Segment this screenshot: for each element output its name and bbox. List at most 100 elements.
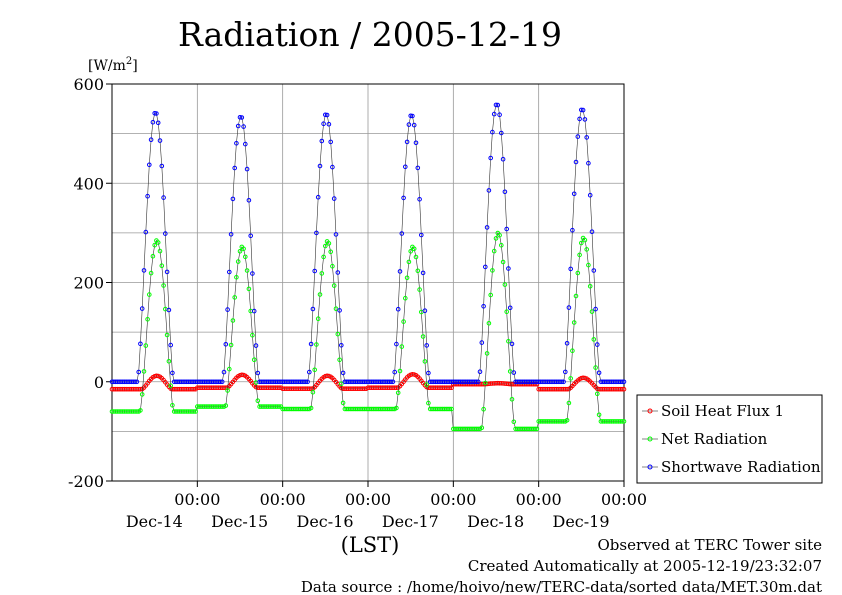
data-point xyxy=(339,343,344,348)
data-point xyxy=(390,379,396,385)
data-point xyxy=(303,379,309,385)
data-point xyxy=(577,116,582,122)
data-point xyxy=(148,270,154,276)
data-point xyxy=(331,196,337,201)
data-point xyxy=(571,191,577,197)
data-point xyxy=(621,379,627,385)
x-tick-time: 00:00 xyxy=(430,490,476,509)
data-point xyxy=(406,259,412,265)
data-point xyxy=(255,398,261,404)
data-point xyxy=(591,268,597,273)
data-point xyxy=(580,107,586,113)
data-point xyxy=(589,229,595,234)
data-point xyxy=(227,269,232,275)
x-tick-date: Dec-15 xyxy=(211,512,268,531)
data-point xyxy=(397,368,403,374)
data-point xyxy=(138,386,143,392)
data-point xyxy=(596,412,602,418)
legend-marker xyxy=(647,464,653,470)
data-point xyxy=(141,369,147,374)
data-point xyxy=(621,419,627,424)
data-point xyxy=(244,268,250,273)
data-point xyxy=(340,400,346,406)
data-point xyxy=(141,268,147,273)
data-point xyxy=(582,237,588,243)
data-point xyxy=(493,102,499,108)
data-point xyxy=(230,318,236,323)
data-point xyxy=(331,283,337,288)
data-point xyxy=(166,307,172,313)
data-point xyxy=(315,316,321,322)
data-point xyxy=(305,379,310,385)
data-point xyxy=(564,341,570,346)
data-point xyxy=(401,195,406,201)
x-tick-time: 00:00 xyxy=(345,490,391,509)
data-point xyxy=(564,418,570,423)
data-point xyxy=(619,379,625,385)
data-point xyxy=(424,382,430,387)
data-point xyxy=(234,275,239,280)
data-point xyxy=(243,254,248,260)
y-tick-label: 0 xyxy=(94,373,104,392)
data-point xyxy=(593,365,598,370)
data-point xyxy=(491,248,497,254)
data-point xyxy=(314,230,319,236)
x-tick-date: Dec-19 xyxy=(552,512,609,531)
data-point xyxy=(154,111,159,116)
data-point xyxy=(584,135,590,140)
data-point xyxy=(504,309,510,315)
y-ticks: -200 0 200 400 600 xyxy=(68,75,112,491)
data-point xyxy=(225,388,230,393)
data-point xyxy=(424,343,430,348)
data-point xyxy=(147,162,152,168)
data-point xyxy=(394,405,399,411)
data-point xyxy=(168,342,173,348)
data-point xyxy=(321,254,326,260)
data-point xyxy=(415,165,421,171)
data-point xyxy=(132,379,138,385)
data-point xyxy=(319,138,325,144)
data-point xyxy=(587,284,593,289)
data-point xyxy=(136,369,141,375)
data-point xyxy=(145,317,150,322)
data-point xyxy=(319,271,325,276)
footer-created: Created Automatically at 2005-12-19/23:3… xyxy=(468,557,822,575)
data-point xyxy=(568,376,574,381)
data-point xyxy=(235,259,241,264)
data-point xyxy=(449,406,454,412)
data-point xyxy=(145,193,150,199)
data-point xyxy=(227,366,232,372)
data-point xyxy=(150,253,156,259)
data-point xyxy=(326,241,332,246)
data-point xyxy=(170,370,175,376)
data-point xyxy=(595,342,600,347)
data-point xyxy=(619,386,625,392)
data-point xyxy=(143,229,149,235)
legend: Soil Heat Flux 1 Net Radiation Shortwave R… xyxy=(636,394,823,484)
data-point xyxy=(404,139,410,145)
data-point xyxy=(509,341,515,347)
chart-title: Radiation / 2005-12-19 xyxy=(178,15,562,54)
legend-label: Net Radiation xyxy=(661,430,768,448)
data-point xyxy=(255,370,261,376)
data-point xyxy=(497,233,502,238)
data-point xyxy=(447,406,453,412)
data-point xyxy=(426,370,431,376)
data-point xyxy=(221,369,227,375)
data-point xyxy=(312,268,318,274)
data-point xyxy=(317,163,323,169)
y-tick-label: 600 xyxy=(73,75,104,94)
data-point xyxy=(507,305,513,311)
data-point xyxy=(219,379,225,385)
data-point xyxy=(397,269,403,274)
data-point xyxy=(420,270,426,276)
data-point xyxy=(223,403,229,408)
data-point xyxy=(330,164,335,170)
footer-source: Data source : /home/hoivo/new/TERC-data/… xyxy=(301,578,822,595)
data-point xyxy=(582,117,588,122)
data-point xyxy=(239,115,245,120)
data-point xyxy=(333,232,339,237)
data-point xyxy=(413,254,419,260)
data-point xyxy=(586,160,591,166)
data-point xyxy=(474,379,479,385)
